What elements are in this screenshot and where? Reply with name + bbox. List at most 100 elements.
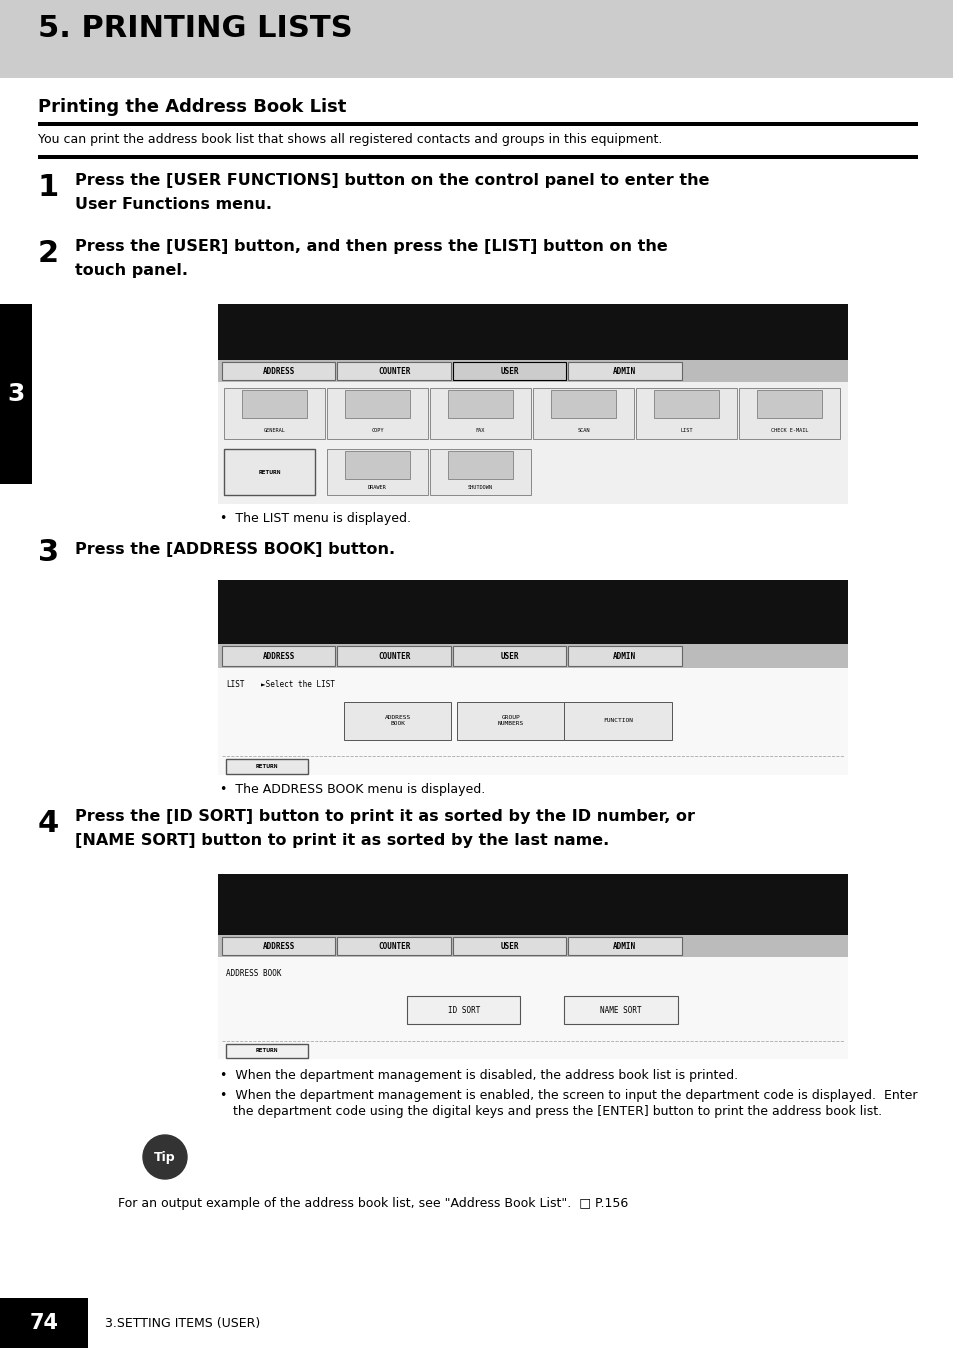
- Text: NAME SORT: NAME SORT: [599, 1006, 641, 1015]
- Text: FAX: FAX: [476, 427, 485, 433]
- Text: Press the [USER FUNCTIONS] button on the control panel to enter the: Press the [USER FUNCTIONS] button on the…: [75, 173, 709, 187]
- Text: 3: 3: [38, 538, 59, 568]
- Bar: [564, 996, 678, 1024]
- Bar: [453, 937, 566, 956]
- Bar: [226, 759, 308, 774]
- Text: User Functions menu.: User Functions menu.: [75, 197, 272, 212]
- Bar: [218, 874, 847, 936]
- Bar: [568, 937, 680, 956]
- Bar: [224, 388, 325, 439]
- Bar: [337, 646, 451, 666]
- Text: COUNTER: COUNTER: [377, 367, 410, 376]
- Bar: [218, 381, 847, 504]
- Bar: [0, 0, 953, 78]
- Text: SCAN: SCAN: [577, 427, 589, 433]
- Bar: [218, 667, 847, 775]
- Text: Tip: Tip: [154, 1150, 175, 1163]
- Text: •  When the department management is disabled, the address book list is printed.: • When the department management is disa…: [220, 1069, 738, 1082]
- Text: ADDRESS: ADDRESS: [262, 942, 294, 950]
- Text: the department code using the digital keys and press the [ENTER] button to print: the department code using the digital ke…: [233, 1105, 882, 1117]
- Text: ADDRESS: ADDRESS: [262, 651, 294, 661]
- Bar: [218, 360, 847, 381]
- Text: FUNCTION: FUNCTION: [602, 718, 633, 724]
- Text: 1: 1: [38, 173, 59, 202]
- Text: •  When the department management is enabled, the screen to input the department: • When the department management is enab…: [220, 1089, 917, 1103]
- Bar: [218, 580, 847, 775]
- Text: 3: 3: [8, 381, 25, 406]
- Bar: [456, 702, 564, 740]
- Text: Printing the Address Book List: Printing the Address Book List: [38, 98, 346, 116]
- Bar: [38, 155, 917, 159]
- Bar: [218, 936, 847, 957]
- Text: RETURN: RETURN: [255, 1049, 278, 1053]
- Bar: [447, 390, 513, 418]
- Text: ADDRESS
BOOK: ADDRESS BOOK: [384, 716, 410, 727]
- Text: ADMIN: ADMIN: [613, 942, 636, 950]
- Text: [NAME SORT] button to print it as sorted by the last name.: [NAME SORT] button to print it as sorted…: [75, 833, 609, 848]
- Bar: [38, 123, 917, 125]
- Bar: [344, 452, 410, 479]
- Bar: [564, 702, 671, 740]
- Text: You can print the address book list that shows all registered contacts and group: You can print the address book list that…: [38, 133, 661, 146]
- Text: DRAWER: DRAWER: [368, 485, 387, 491]
- Text: •  The ADDRESS BOOK menu is displayed.: • The ADDRESS BOOK menu is displayed.: [220, 783, 485, 797]
- Bar: [337, 363, 451, 380]
- Text: 3.SETTING ITEMS (USER): 3.SETTING ITEMS (USER): [105, 1317, 260, 1329]
- Bar: [226, 1043, 308, 1058]
- Bar: [453, 363, 566, 380]
- Bar: [241, 390, 307, 418]
- Text: COUNTER: COUNTER: [377, 651, 410, 661]
- Bar: [533, 388, 634, 439]
- Text: Press the [ID SORT] button to print it as sorted by the ID number, or: Press the [ID SORT] button to print it a…: [75, 809, 695, 824]
- Text: USER: USER: [499, 942, 518, 950]
- Bar: [327, 388, 428, 439]
- Text: SHUTDOWN: SHUTDOWN: [468, 485, 493, 491]
- Text: GENERAL: GENERAL: [263, 427, 285, 433]
- Text: COUNTER: COUNTER: [377, 942, 410, 950]
- Text: 2: 2: [38, 239, 59, 268]
- Bar: [447, 452, 513, 479]
- Text: touch panel.: touch panel.: [75, 263, 188, 278]
- Bar: [337, 937, 451, 956]
- Bar: [218, 957, 847, 1060]
- Text: ADDRESS: ADDRESS: [262, 367, 294, 376]
- Bar: [756, 390, 821, 418]
- Bar: [344, 702, 451, 740]
- Bar: [218, 305, 847, 504]
- Bar: [568, 646, 680, 666]
- Bar: [430, 449, 531, 496]
- Text: LIST: LIST: [679, 427, 692, 433]
- Text: USER: USER: [499, 651, 518, 661]
- Bar: [344, 390, 410, 418]
- Bar: [222, 937, 335, 956]
- Text: ID SORT: ID SORT: [447, 1006, 479, 1015]
- Text: Press the [USER] button, and then press the [LIST] button on the: Press the [USER] button, and then press …: [75, 239, 667, 253]
- Text: 74: 74: [30, 1313, 58, 1333]
- Bar: [218, 874, 847, 1060]
- Circle shape: [143, 1135, 187, 1180]
- Text: 5. PRINTING LISTS: 5. PRINTING LISTS: [38, 13, 353, 43]
- Text: ADMIN: ADMIN: [613, 367, 636, 376]
- Bar: [407, 996, 519, 1024]
- Bar: [218, 305, 847, 360]
- Text: RETURN: RETURN: [255, 764, 278, 768]
- Bar: [453, 646, 566, 666]
- Bar: [222, 646, 335, 666]
- Bar: [327, 449, 428, 496]
- Text: COPY: COPY: [371, 427, 383, 433]
- Text: Press the [ADDRESS BOOK] button.: Press the [ADDRESS BOOK] button.: [75, 542, 395, 557]
- Bar: [636, 388, 737, 439]
- Bar: [218, 644, 847, 667]
- Bar: [550, 390, 616, 418]
- Bar: [218, 580, 847, 644]
- Text: LIST: LIST: [226, 681, 244, 689]
- Text: GROUP
NUMBERS: GROUP NUMBERS: [497, 716, 523, 727]
- Bar: [739, 388, 840, 439]
- Text: For an output example of the address book list, see "Address Book List".  □ P.15: For an output example of the address boo…: [118, 1197, 628, 1211]
- Bar: [430, 388, 531, 439]
- Text: CHECK E-MAIL: CHECK E-MAIL: [770, 427, 807, 433]
- Bar: [222, 363, 335, 380]
- Bar: [0, 1298, 88, 1348]
- Text: ADMIN: ADMIN: [613, 651, 636, 661]
- Bar: [224, 449, 314, 496]
